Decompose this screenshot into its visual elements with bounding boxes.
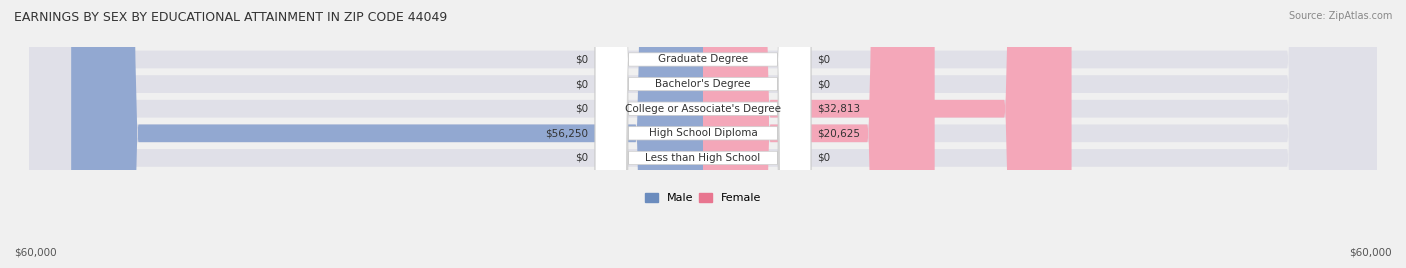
- Text: College or Associate's Degree: College or Associate's Degree: [626, 104, 780, 114]
- FancyBboxPatch shape: [30, 0, 1376, 268]
- FancyBboxPatch shape: [72, 0, 703, 268]
- FancyBboxPatch shape: [30, 0, 1376, 268]
- Text: $60,000: $60,000: [1350, 247, 1392, 257]
- FancyBboxPatch shape: [650, 0, 703, 268]
- Text: $0: $0: [575, 54, 589, 65]
- Text: EARNINGS BY SEX BY EDUCATIONAL ATTAINMENT IN ZIP CODE 44049: EARNINGS BY SEX BY EDUCATIONAL ATTAINMEN…: [14, 11, 447, 24]
- Text: $0: $0: [817, 79, 831, 89]
- Text: Source: ZipAtlas.com: Source: ZipAtlas.com: [1288, 11, 1392, 21]
- FancyBboxPatch shape: [595, 0, 811, 268]
- Text: $56,250: $56,250: [546, 128, 589, 138]
- Text: $20,625: $20,625: [817, 128, 860, 138]
- FancyBboxPatch shape: [595, 0, 811, 268]
- FancyBboxPatch shape: [595, 0, 811, 268]
- FancyBboxPatch shape: [703, 0, 756, 268]
- FancyBboxPatch shape: [30, 0, 1376, 268]
- FancyBboxPatch shape: [595, 0, 811, 268]
- Text: $0: $0: [575, 79, 589, 89]
- FancyBboxPatch shape: [703, 0, 935, 268]
- FancyBboxPatch shape: [650, 0, 703, 268]
- Legend: Male, Female: Male, Female: [640, 188, 766, 208]
- FancyBboxPatch shape: [703, 0, 756, 268]
- Text: Bachelor's Degree: Bachelor's Degree: [655, 79, 751, 89]
- FancyBboxPatch shape: [30, 0, 1376, 268]
- Text: Graduate Degree: Graduate Degree: [658, 54, 748, 65]
- FancyBboxPatch shape: [650, 0, 703, 268]
- Text: $0: $0: [817, 153, 831, 163]
- Text: $0: $0: [575, 153, 589, 163]
- Text: $0: $0: [575, 104, 589, 114]
- Text: $32,813: $32,813: [817, 104, 860, 114]
- Text: High School Diploma: High School Diploma: [648, 128, 758, 138]
- Text: $0: $0: [817, 54, 831, 65]
- FancyBboxPatch shape: [703, 0, 756, 268]
- FancyBboxPatch shape: [30, 0, 1376, 268]
- FancyBboxPatch shape: [703, 0, 1071, 268]
- Text: Less than High School: Less than High School: [645, 153, 761, 163]
- FancyBboxPatch shape: [650, 0, 703, 268]
- Text: $60,000: $60,000: [14, 247, 56, 257]
- FancyBboxPatch shape: [595, 0, 811, 268]
